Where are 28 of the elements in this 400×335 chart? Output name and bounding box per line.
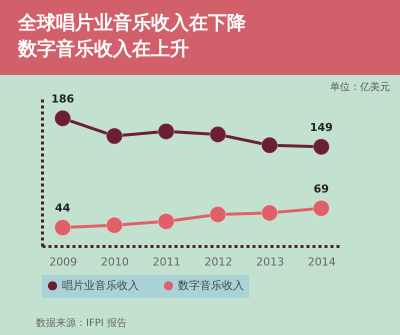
- point: [261, 136, 278, 154]
- data-label: 44: [55, 202, 71, 215]
- x-tick-label: 2011: [152, 256, 181, 268]
- x-tick-label: 2012: [204, 256, 232, 268]
- x-tick-label: 2014: [308, 256, 336, 268]
- x-tick-label: 2009: [49, 256, 78, 268]
- point: [158, 122, 175, 140]
- point: [312, 200, 330, 217]
- x-tick-label: 2013: [256, 256, 284, 268]
- source-note: 数据来源：IFPI 报告: [36, 316, 127, 330]
- text: 单位：亿美元: [330, 80, 390, 94]
- point: [54, 110, 72, 127]
- point: [106, 216, 123, 234]
- point: [261, 204, 278, 222]
- legend-label: 数字音乐收入: [178, 278, 244, 292]
- chart-title: 全球唱片业音乐收入在下降: [18, 11, 247, 36]
- point: [106, 127, 123, 145]
- point: [209, 206, 226, 224]
- x-tick-label: 2010: [100, 256, 129, 268]
- chart-subtitle: 数字音乐收入在上升: [18, 37, 190, 62]
- data-label: 149: [310, 120, 333, 134]
- point: [312, 138, 330, 156]
- data-label: 69: [314, 182, 329, 196]
- point: [209, 126, 226, 144]
- data-label: 186: [51, 92, 75, 106]
- legend-label: 唱片业音乐收入: [62, 278, 139, 292]
- point: [158, 212, 175, 230]
- point: [54, 218, 72, 236]
